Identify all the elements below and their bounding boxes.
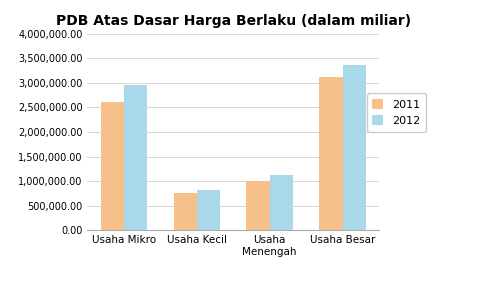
- Bar: [319, 77, 343, 230]
- Bar: [246, 181, 270, 230]
- Legend: 2011, 2012: 2011, 2012: [366, 93, 426, 132]
- Bar: [343, 65, 366, 230]
- Title: PDB Atas Dasar Harga Berlaku (dalam miliar): PDB Atas Dasar Harga Berlaku (dalam mili…: [56, 14, 411, 28]
- Bar: [101, 102, 124, 230]
- Bar: [124, 85, 147, 230]
- Bar: [270, 175, 293, 230]
- Bar: [197, 190, 220, 230]
- Bar: [174, 193, 197, 230]
